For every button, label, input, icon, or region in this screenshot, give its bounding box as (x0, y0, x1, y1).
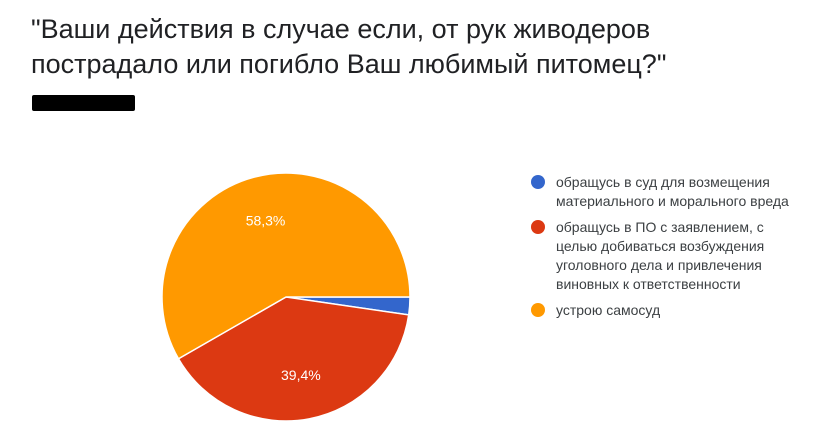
legend-swatch (531, 175, 545, 189)
pie-slice[interactable] (161, 172, 411, 360)
slice-value-label: 39,4% (281, 367, 321, 383)
legend-item-court[interactable]: обращусь в суд для возмещения материальн… (531, 173, 801, 211)
legend-swatch (531, 220, 545, 234)
legend-label: устрою самосуд (556, 302, 661, 318)
chart-legend: обращусь в суд для возмещения материальн… (531, 173, 801, 327)
legend-item-lynching[interactable]: устрою самосуд (531, 301, 801, 320)
legend-label: обращусь в ПО с заявлением, с целью доби… (556, 219, 765, 292)
redaction-bar (32, 95, 135, 111)
pie-slice[interactable] (177, 296, 410, 422)
pie-labels: 39,4% 58,3% (246, 212, 321, 383)
legend-item-police[interactable]: обращусь в ПО с заявлением, с целью доби… (531, 218, 801, 294)
slice-value-label: 58,3% (246, 212, 286, 228)
question-title: "Ваши действия в случае если, от рук жив… (31, 14, 667, 79)
pie-slices (161, 172, 411, 422)
legend-label: обращусь в суд для возмещения материальн… (556, 174, 789, 209)
legend-swatch (531, 303, 545, 317)
